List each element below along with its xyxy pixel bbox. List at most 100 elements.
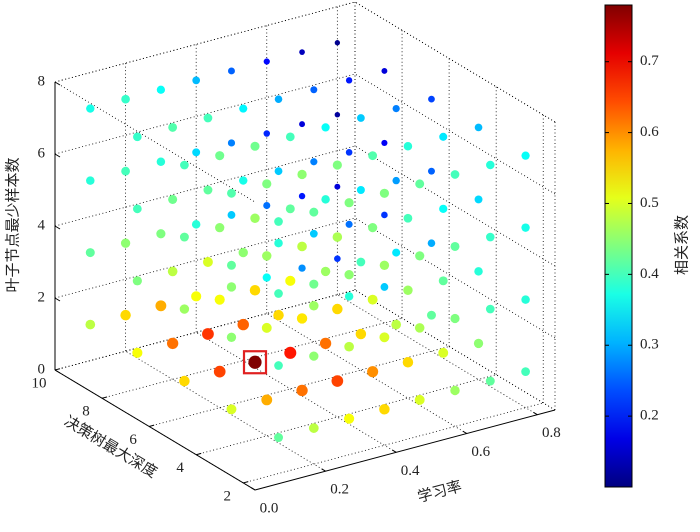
- data-point: [379, 404, 390, 415]
- data-point: [263, 201, 271, 210]
- grid-line: [354, 1, 556, 123]
- y-tick-label: 8: [82, 404, 90, 420]
- y-tick-label: 6: [129, 432, 137, 448]
- data-point: [298, 264, 306, 272]
- grid-line: [354, 217, 556, 339]
- data-point: [299, 121, 306, 128]
- grid-line: [54, 1, 356, 83]
- data-point: [334, 255, 341, 263]
- data-point: [379, 260, 390, 271]
- data-point: [250, 213, 260, 223]
- data-point: [85, 319, 96, 330]
- data-point: [285, 204, 295, 214]
- data-point: [344, 341, 354, 352]
- data-point: [227, 67, 235, 75]
- colorbar: [604, 4, 633, 488]
- data-point: [156, 157, 166, 167]
- x-tick-label: 0.8: [542, 425, 561, 441]
- data-point: [345, 77, 353, 84]
- data-point: [239, 176, 248, 185]
- y-tick: [196, 452, 202, 456]
- data-point: [274, 361, 283, 370]
- z-tick: [54, 297, 61, 302]
- data-point: [298, 192, 306, 200]
- colorbar-tick-label: 0.5: [640, 195, 659, 211]
- data-point: [274, 238, 283, 248]
- data-point: [392, 104, 400, 113]
- x-tick: [250, 487, 256, 491]
- data-point: [310, 158, 318, 166]
- x-tick-label: 0.4: [401, 463, 420, 479]
- data-point: [239, 104, 248, 113]
- data-point: [320, 266, 331, 277]
- x-tick: [391, 449, 397, 453]
- x-tick: [533, 411, 538, 416]
- colorbar-label: 相关系数: [673, 215, 690, 275]
- y-tick: [148, 424, 155, 427]
- data-point: [297, 241, 307, 252]
- grid-line: [54, 73, 356, 155]
- data-point: [402, 356, 414, 368]
- data-point: [309, 229, 318, 238]
- data-point: [438, 276, 448, 286]
- data-point: [215, 222, 225, 233]
- y-tick-label: 4: [176, 460, 184, 476]
- data-point: [168, 194, 178, 204]
- data-point: [191, 220, 201, 229]
- data-point: [285, 132, 295, 142]
- data-point: [485, 232, 495, 242]
- data-point: [415, 179, 425, 189]
- z-tick-label: 6: [38, 145, 46, 161]
- grid-line: [354, 73, 556, 195]
- x-tick-label: 0.2: [330, 482, 349, 498]
- data-point: [474, 267, 483, 276]
- z-tick-label: 4: [38, 217, 46, 233]
- y-axis: [54, 369, 256, 491]
- data-point: [296, 313, 308, 324]
- z-tick-label: 0: [38, 361, 46, 377]
- x-axis: [254, 409, 556, 491]
- data-point: [309, 279, 319, 289]
- box-edge: [54, 1, 356, 83]
- grid-line: [266, 313, 467, 434]
- data-point: [367, 294, 378, 305]
- data-point: [368, 151, 378, 161]
- data-point: [214, 294, 225, 305]
- data-point: [414, 394, 425, 405]
- colorbar-tick-label: 0.2: [640, 408, 659, 424]
- data-point: [439, 132, 448, 141]
- x-tick-label: 0.6: [471, 444, 490, 460]
- data-point: [332, 160, 342, 170]
- data-point: [226, 404, 237, 415]
- data-point: [274, 167, 283, 176]
- data-point: [321, 123, 330, 132]
- y-tick: [243, 481, 249, 484]
- box-edge: [54, 81, 256, 203]
- z-tick: [54, 153, 61, 158]
- data-point: [215, 151, 225, 161]
- data-point: [474, 195, 483, 204]
- data-point: [309, 207, 319, 217]
- data-point: [414, 323, 425, 333]
- data-point: [332, 232, 343, 242]
- data-point: [368, 223, 378, 233]
- data-point: [427, 167, 435, 175]
- data-point: [273, 309, 284, 321]
- data-point: [334, 40, 341, 46]
- data-point: [450, 385, 460, 396]
- data-point: [356, 185, 365, 195]
- data-point: [285, 275, 296, 286]
- data-point: [450, 241, 460, 251]
- grid-line: [125, 350, 326, 472]
- grid-line: [354, 289, 556, 411]
- data-point: [238, 247, 248, 258]
- data-point: [485, 304, 495, 314]
- data-point: [262, 251, 272, 261]
- data-point: [309, 351, 319, 361]
- data-point: [132, 204, 142, 214]
- z-tick: [54, 369, 61, 374]
- data-point: [321, 195, 330, 204]
- data-point: [450, 313, 460, 324]
- data-point: [156, 85, 166, 94]
- data-point: [86, 104, 95, 113]
